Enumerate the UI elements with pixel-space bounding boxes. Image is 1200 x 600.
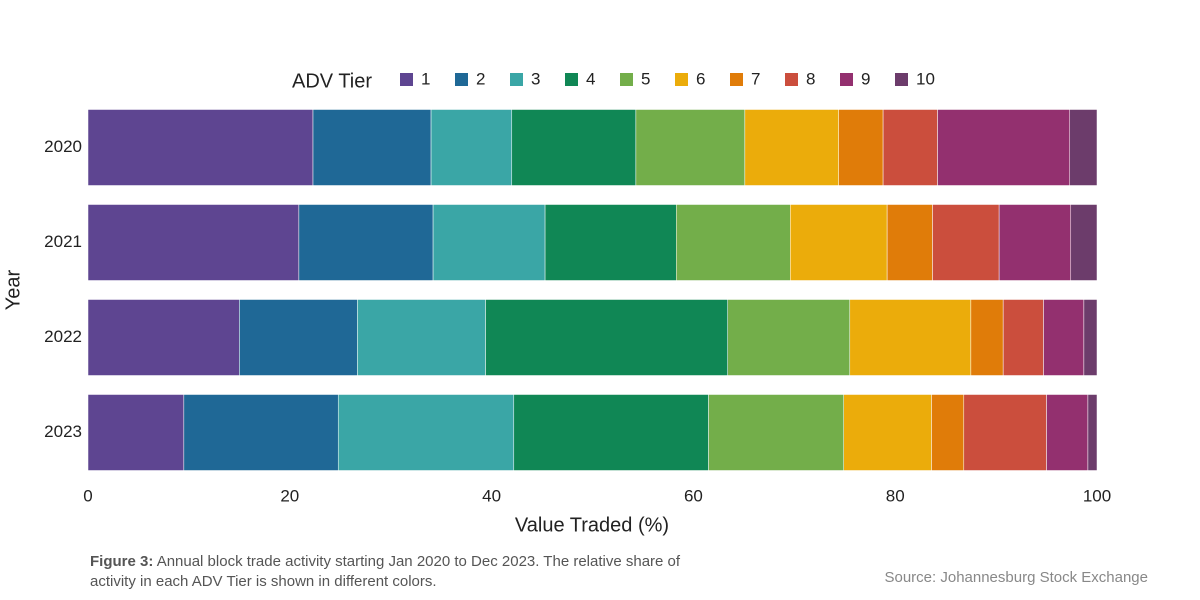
legend-label: 8	[806, 69, 815, 88]
legend-title: ADV Tier	[292, 70, 372, 92]
bar-segment	[1087, 394, 1098, 471]
caption-text: Annual block trade activity starting Jan…	[90, 553, 681, 590]
bar-segment	[744, 109, 839, 186]
bar-segment	[87, 394, 185, 471]
x-tick-label: 0	[83, 486, 92, 505]
bar-segment	[1083, 299, 1098, 376]
legend-label: 10	[916, 69, 935, 88]
caption-label: Figure 3:	[90, 553, 154, 570]
bar-segment	[485, 299, 728, 376]
bar-segment	[790, 204, 888, 281]
bar-segment	[1043, 299, 1085, 376]
y-tick-label: 2020	[44, 137, 82, 156]
source: Source: Johannesburg Stock Exchange	[884, 569, 1148, 586]
bar-segment	[931, 394, 965, 471]
bar-segment	[183, 394, 339, 471]
legend-label: 5	[641, 69, 650, 88]
bar-segment	[1046, 394, 1089, 471]
legend-label: 4	[586, 69, 595, 88]
y-axis-title: Year	[2, 269, 24, 310]
x-tick-label: 20	[280, 486, 299, 505]
legend-swatch	[565, 73, 578, 86]
bar-segment	[1069, 109, 1098, 186]
legend-swatch	[785, 73, 798, 86]
x-tick-label: 60	[684, 486, 703, 505]
legend-label: 7	[751, 69, 760, 88]
bar-segment	[937, 109, 1071, 186]
bar-segment	[87, 299, 240, 376]
bar-segment	[357, 299, 486, 376]
bar-segment	[298, 204, 434, 281]
bar-segment	[1002, 299, 1044, 376]
y-tick-label: 2022	[44, 327, 82, 346]
legend-swatch	[840, 73, 853, 86]
legend-swatch	[730, 73, 743, 86]
bar-segment	[882, 109, 938, 186]
bar-segment	[849, 299, 972, 376]
bar-segment	[708, 394, 844, 471]
x-tick-label: 80	[886, 486, 905, 505]
legend-label: 3	[531, 69, 540, 88]
bar-segment	[513, 394, 709, 471]
bar-segment	[932, 204, 1000, 281]
bar-segment	[337, 394, 515, 471]
bar-segment	[432, 204, 546, 281]
caption: Figure 3: Annual block trade activity st…	[90, 552, 730, 592]
y-tick-label: 2021	[44, 232, 82, 251]
legend-swatch	[895, 73, 908, 86]
bar-segment	[430, 109, 513, 186]
legend-label: 1	[421, 69, 430, 88]
bar-segment	[312, 109, 432, 186]
x-tick-label: 40	[482, 486, 501, 505]
bar-segment	[239, 299, 358, 376]
legend-swatch	[400, 73, 413, 86]
bar-segment	[963, 394, 1047, 471]
bar-segment	[87, 204, 300, 281]
bar-segment	[87, 109, 314, 186]
bar-segment	[838, 109, 884, 186]
bar-segment	[635, 109, 746, 186]
x-axis-title: Value Traded (%)	[515, 514, 669, 536]
bar-segment	[727, 299, 851, 376]
legend-label: 6	[696, 69, 705, 88]
legend-swatch	[620, 73, 633, 86]
bar-segment	[998, 204, 1072, 281]
bar-segment	[970, 299, 1004, 376]
legend-swatch	[455, 73, 468, 86]
legend-swatch	[510, 73, 523, 86]
bar-segment	[843, 394, 932, 471]
bar-segment	[1070, 204, 1098, 281]
chart: ADV Tier Value Traded (%) Year 0 20 40 60 80…	[2, 69, 1111, 536]
bar-segment	[675, 204, 791, 281]
bar-segment	[544, 204, 677, 281]
y-tick-label: 2023	[44, 422, 82, 441]
legend-label: 2	[476, 69, 485, 88]
bar-segment	[511, 109, 637, 186]
x-tick-label: 100	[1083, 486, 1111, 505]
legend-label: 9	[861, 69, 870, 88]
legend-swatch	[675, 73, 688, 86]
bar-segment	[886, 204, 933, 281]
